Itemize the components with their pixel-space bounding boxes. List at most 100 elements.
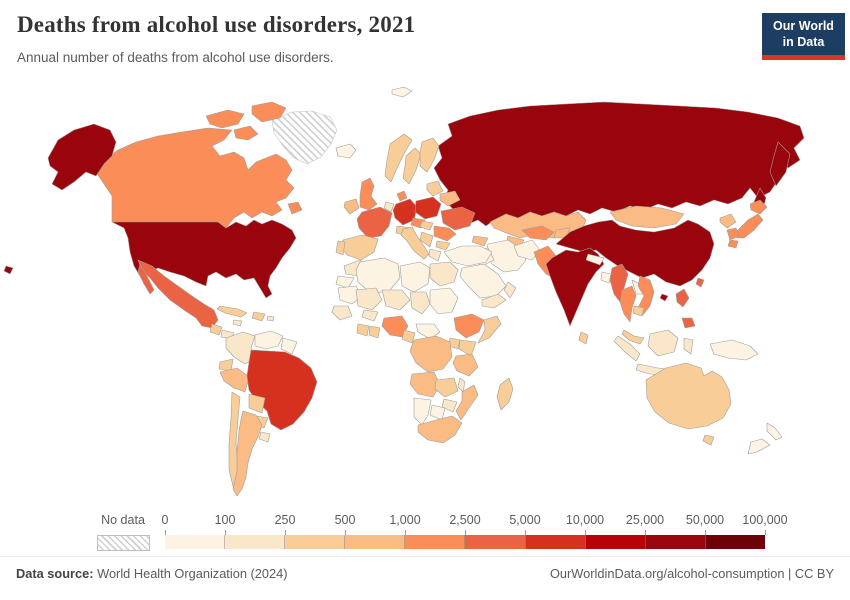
country-poland[interactable] <box>414 196 442 220</box>
country-mali[interactable] <box>355 287 383 311</box>
legend-bin-swatch[interactable] <box>405 535 466 549</box>
legend-bin-swatch[interactable] <box>525 535 586 549</box>
country-tanzania[interactable] <box>452 353 479 377</box>
country-indonesia-sulawesi[interactable] <box>683 337 694 355</box>
legend-bin-swatch[interactable] <box>345 535 406 549</box>
country-uruguay[interactable] <box>258 431 271 443</box>
country-new-zealand-south[interactable] <box>747 438 771 455</box>
country-australia-tasmania[interactable] <box>702 434 715 446</box>
country-canada-arctic-1[interactable] <box>205 109 245 129</box>
country-yemen[interactable] <box>481 293 507 309</box>
legend-bin-swatch[interactable] <box>165 535 226 549</box>
country-philippines-luzon[interactable] <box>675 288 690 308</box>
country-canada-arctic-2[interactable] <box>251 101 287 123</box>
country-ghana[interactable] <box>368 325 381 339</box>
country-finland[interactable] <box>419 137 440 173</box>
legend-bin-swatch[interactable] <box>225 535 286 549</box>
country-oman[interactable] <box>503 281 517 299</box>
country-algeria[interactable] <box>355 257 401 295</box>
owid-logo[interactable]: Our World in Data <box>762 13 845 61</box>
legend-color-bar[interactable] <box>165 535 765 549</box>
country-egypt[interactable] <box>429 261 459 287</box>
country-italy[interactable] <box>400 226 430 260</box>
country-canada-arctic-3[interactable] <box>233 125 259 141</box>
country-hispaniola[interactable] <box>251 311 266 322</box>
country-angola[interactable] <box>409 371 441 398</box>
country-uzbekistan[interactable] <box>521 225 555 241</box>
country-canada-newfoundland[interactable] <box>287 201 303 215</box>
country-greenland[interactable] <box>271 110 338 165</box>
country-ivory-coast[interactable] <box>356 323 370 337</box>
country-russia[interactable] <box>433 101 805 227</box>
country-burkina-faso[interactable] <box>361 309 379 322</box>
country-indonesia-borneo[interactable] <box>647 329 679 357</box>
country-cambodia[interactable] <box>632 305 645 317</box>
legend-bin-swatch[interactable] <box>705 535 765 549</box>
legend-no-data-swatch[interactable] <box>97 535 150 551</box>
country-portugal[interactable] <box>335 240 346 256</box>
country-china[interactable] <box>555 219 715 287</box>
country-philippines-mindanao[interactable] <box>681 317 696 329</box>
country-japan-kyushu[interactable] <box>727 239 739 249</box>
country-saudi-arabia[interactable] <box>459 263 507 299</box>
country-zimbabwe[interactable] <box>441 398 458 413</box>
country-denmark[interactable] <box>396 190 408 202</box>
country-taiwan[interactable] <box>695 277 705 288</box>
country-madagascar[interactable] <box>496 377 514 411</box>
country-baltics[interactable] <box>426 180 444 197</box>
country-new-guinea[interactable] <box>709 339 759 361</box>
country-north-korea[interactable] <box>719 213 737 229</box>
country-malawi[interactable] <box>457 377 466 393</box>
country-caucasus[interactable] <box>471 235 489 247</box>
country-turkey[interactable] <box>443 245 493 267</box>
legend-bin-swatch[interactable] <box>585 535 646 549</box>
country-balkans[interactable] <box>419 231 434 248</box>
country-zambia[interactable] <box>434 377 459 398</box>
country-jamaica[interactable] <box>232 319 243 327</box>
legend-bin-swatch[interactable] <box>645 535 706 549</box>
country-belarus[interactable] <box>439 190 461 207</box>
country-niger[interactable] <box>381 289 411 311</box>
country-nepal[interactable] <box>585 253 605 266</box>
country-hungary-slovakia[interactable] <box>419 220 434 231</box>
country-chad[interactable] <box>409 291 431 315</box>
country-hawaii[interactable] <box>3 265 14 275</box>
country-kenya[interactable] <box>458 339 477 357</box>
country-mozambique[interactable] <box>455 384 479 421</box>
country-russia-kamchatka[interactable] <box>769 141 791 187</box>
country-alaska[interactable] <box>47 123 117 191</box>
country-brazil[interactable] <box>246 349 318 431</box>
country-japan-honshu[interactable] <box>735 213 764 239</box>
country-malaysia[interactable] <box>621 329 645 345</box>
country-japan-hokkaido[interactable] <box>749 199 768 215</box>
country-argentina[interactable] <box>232 410 263 497</box>
country-indonesia-sumatra[interactable] <box>613 335 641 362</box>
country-china-hainan[interactable] <box>659 293 669 302</box>
country-iceland[interactable] <box>335 143 357 159</box>
country-france[interactable] <box>356 206 393 239</box>
country-sri-lanka[interactable] <box>578 331 589 345</box>
country-canada[interactable] <box>95 127 295 229</box>
country-svalbard[interactable] <box>391 86 413 98</box>
country-sudan[interactable] <box>429 287 459 315</box>
country-guyanas[interactable] <box>280 337 298 355</box>
country-cuba[interactable] <box>216 305 248 318</box>
country-mexico-baja[interactable] <box>137 263 155 295</box>
country-ethiopia[interactable] <box>453 313 485 339</box>
country-venezuela[interactable] <box>254 330 284 350</box>
country-spain[interactable] <box>340 234 379 261</box>
country-peru[interactable] <box>219 367 250 393</box>
legend-bin-swatch[interactable] <box>285 535 346 549</box>
country-benelux[interactable] <box>383 201 395 213</box>
country-south-korea[interactable] <box>726 227 740 241</box>
country-australia[interactable] <box>645 362 732 430</box>
legend-bin-swatch[interactable] <box>465 535 526 549</box>
country-india[interactable] <box>545 247 605 327</box>
country-puerto-rico[interactable] <box>266 315 275 322</box>
country-western-sahara[interactable] <box>335 275 355 289</box>
country-sweden[interactable] <box>402 147 422 185</box>
country-central-african-republic[interactable] <box>415 323 441 340</box>
country-new-zealand-north[interactable] <box>766 422 783 441</box>
country-senegal-guinea[interactable] <box>331 305 353 321</box>
country-botswana[interactable] <box>429 404 446 421</box>
